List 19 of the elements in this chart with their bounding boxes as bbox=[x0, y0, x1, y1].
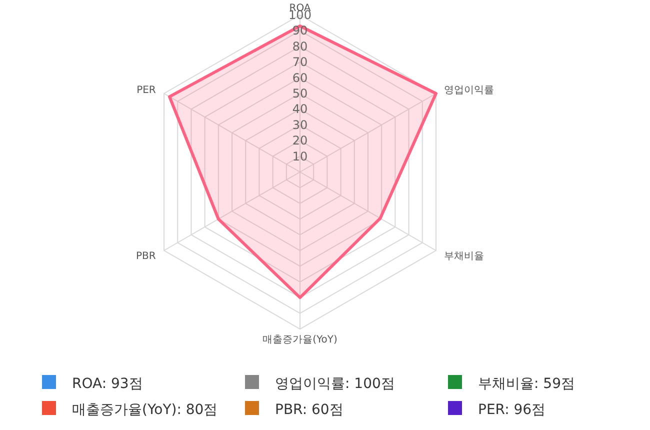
text: PER: 96점 bbox=[478, 402, 546, 418]
spoke-label: PER bbox=[136, 84, 156, 96]
y-tick-label: 10 bbox=[292, 149, 308, 164]
spoke-label: 영업이익률 bbox=[444, 84, 494, 96]
y-tick-label: 50 bbox=[292, 86, 308, 100]
y-tick-label: 20 bbox=[292, 134, 308, 148]
spoke-label: 매출증가율(YoY) bbox=[262, 334, 338, 346]
text: 영업이익률: 100점 bbox=[275, 376, 395, 392]
text: ROA: 93점 bbox=[72, 376, 143, 392]
text: PBR: 60점 bbox=[275, 402, 344, 418]
y-tick-label: 40 bbox=[292, 102, 308, 116]
y-tick-label: 70 bbox=[292, 55, 308, 70]
spoke-label: 부채비율 bbox=[444, 251, 484, 262]
spoke-label: PBR bbox=[136, 251, 156, 262]
text: 매출증가율(YoY): 80점 bbox=[72, 402, 218, 418]
y-tick-label: 80 bbox=[292, 39, 308, 54]
text: 부채비율: 59점 bbox=[478, 376, 575, 392]
y-tick-label: 60 bbox=[292, 70, 308, 85]
y-tick-label: 30 bbox=[292, 118, 308, 132]
